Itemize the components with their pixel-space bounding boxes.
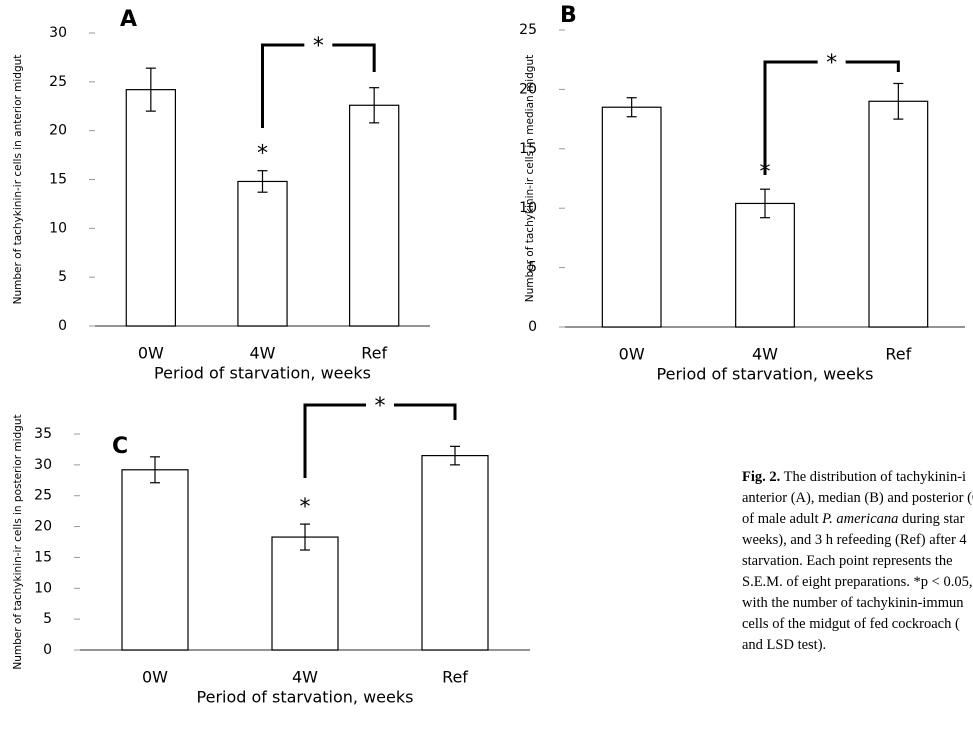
y-tick-label: 15 [49,172,67,188]
panel-label: A [120,7,137,32]
caption-line: and LSD test). [742,637,827,653]
caption-label: Fig. 2. [742,469,781,485]
caption-line: cells of the midgut of fed cockroach ( [742,616,960,632]
caption-line: starvation. Each point represents the [742,553,953,569]
y-tick-label: 30 [49,25,67,41]
y-tick-label: 35 [34,426,52,442]
x-tick-label: 0W [619,345,645,364]
x-tick-label: Ref [442,668,468,687]
bar [421,455,489,651]
caption-line: S.E.M. of eight preparations. *p < 0.05,… [742,574,973,590]
y-tick-label: 5 [43,611,52,627]
caption-text: The distribution of tachykinin-i [780,469,967,485]
x-tick-label: 4W [250,344,276,363]
caption-line: anterior (A), median (B) and posterior (… [742,490,973,506]
significance-star: * [300,495,311,520]
y-tick-label: 25 [34,488,52,504]
y-tick-label: 20 [49,123,67,139]
caption-species: P. americana [822,511,899,527]
y-tick-label: 20 [519,81,537,97]
bar [349,104,400,327]
caption-line: Fig. 2. The distribution of tachykinin-i [742,467,973,487]
caption-line: weeks), and 3 h refeeding (Ref) after 4 [742,532,967,548]
significance-star: * [313,34,324,59]
caption-line: with the number of tachykinin-immun [742,595,964,611]
y-tick-label: 0 [528,319,537,335]
panel-label: B [560,3,577,28]
y-tick-label: 0 [43,642,52,658]
bar [735,202,795,328]
bar [271,536,339,651]
y-tick-label: 25 [49,74,67,90]
y-tick-label: 5 [528,260,537,276]
bracket-gap [304,41,333,49]
x-axis-label: Period of starvation, weeks [154,364,371,383]
x-tick-label: 0W [138,344,164,363]
y-axis-label: Number of tachykinin-ir cells in posteri… [12,414,24,669]
y-tick-label: 0 [58,318,67,334]
caption-text: of male adult [742,511,823,527]
bar [125,89,177,327]
x-tick-label: Ref [885,345,911,364]
y-tick-label: 15 [519,141,537,157]
bar [237,180,288,327]
bar [868,100,929,328]
y-tick-label: 15 [34,549,52,565]
x-tick-label: Ref [361,344,387,363]
significance-star: * [257,142,268,167]
panel-label: C [112,434,128,459]
bracket-gap [366,401,394,409]
y-tick-label: 20 [34,519,52,535]
bar [601,106,662,328]
y-tick-label: 10 [49,220,67,236]
x-tick-label: 4W [752,345,778,364]
y-axis-label: Number of tachykinin-ir cells in median … [524,55,536,302]
x-axis-label: Period of starvation, weeks [657,365,874,384]
significance-star: * [826,51,837,76]
y-tick-label: 10 [34,580,52,596]
y-tick-label: 25 [519,22,537,38]
bracket-gap [817,58,846,66]
y-tick-label: 30 [34,457,52,473]
caption-line: of male adult P. americana during star [742,509,973,529]
x-tick-label: 4W [292,668,318,687]
y-tick-label: 5 [58,269,67,285]
bar [121,469,189,651]
y-axis-label: Number of tachykinin-ir cells in anterio… [12,55,24,305]
significance-star: * [375,394,386,419]
x-axis-label: Period of starvation, weeks [197,688,414,707]
x-tick-label: 0W [142,668,168,687]
y-tick-label: 10 [519,200,537,216]
caption-text: during star [898,511,965,527]
